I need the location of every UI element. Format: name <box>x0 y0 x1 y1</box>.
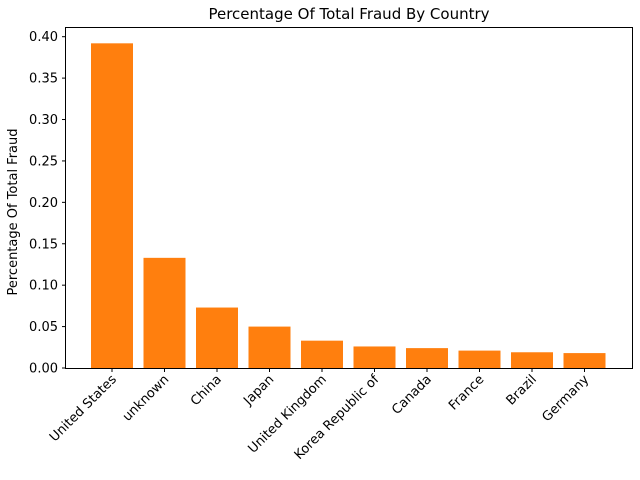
y-axis-label: Percentage Of Total Fraud <box>6 128 21 295</box>
x-tick-label: United States <box>47 372 120 445</box>
x-tick-label: Japan <box>240 372 277 409</box>
y-tick-label: 0.10 <box>29 279 58 294</box>
y-tick-label: 0.40 <box>29 30 58 45</box>
chart-title: Percentage Of Total Fraud By Country <box>208 5 489 23</box>
bar-brazil <box>511 352 553 368</box>
y-tick-label: 0.15 <box>29 237 58 252</box>
y-tick-label: 0.20 <box>29 196 58 211</box>
bar-korea-republic-of <box>353 346 396 368</box>
x-tick-label: China <box>188 372 225 409</box>
y-axis-ticks: 0.00 0.05 0.10 0.15 0.20 0.25 0.30 0.35 0.40 <box>29 30 66 377</box>
bar-japan <box>248 326 291 368</box>
y-tick-label: 0.05 <box>29 320 58 335</box>
y-tick-label: 0.00 <box>29 362 58 377</box>
bar-united-kingdom <box>301 340 343 368</box>
x-tick-label: unknown <box>120 372 172 424</box>
bar-canada <box>406 348 448 368</box>
y-tick-label: 0.35 <box>29 72 58 87</box>
y-tick-label: 0.25 <box>29 154 58 169</box>
x-tick-label: France <box>446 372 487 413</box>
plot-area-frame <box>65 27 633 369</box>
bar-unknown <box>143 257 186 368</box>
bar-france <box>458 350 501 368</box>
x-tick-label: Brazil <box>504 372 540 408</box>
bar-united-states <box>91 43 133 368</box>
bar-germany <box>563 353 606 368</box>
y-tick-label: 0.30 <box>29 113 58 128</box>
bar-china <box>196 307 238 368</box>
x-tick-label: Germany <box>539 372 592 425</box>
bars-group <box>91 43 606 368</box>
x-tick-label: Canada <box>389 372 435 418</box>
